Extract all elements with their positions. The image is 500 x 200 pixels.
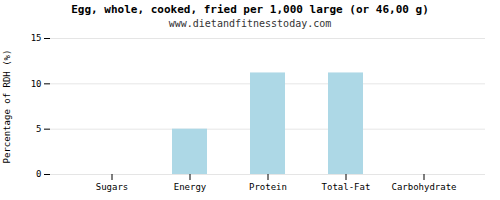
svg-text:Energy: Energy [174,182,207,192]
svg-text:0: 0 [36,169,41,179]
svg-text:Carbohydrate: Carbohydrate [391,182,456,192]
svg-text:Protein: Protein [249,182,287,192]
html-text:www.dietandfitnesstoday.com: www.dietandfitnesstoday.com [168,18,332,29]
html-text:Egg, whole, cooked, fried per: Egg, whole, cooked, fried per 1,000 larg… [71,3,429,16]
svg-text:Percentage of RDH (%): Percentage of RDH (%) [2,50,12,164]
svg-text:Sugars: Sugars [96,182,129,192]
svg-text:Total-Fat: Total-Fat [322,182,371,192]
svg-text:5: 5 [36,124,41,134]
svg-text:10: 10 [31,79,42,89]
svg-text:15: 15 [31,33,42,43]
